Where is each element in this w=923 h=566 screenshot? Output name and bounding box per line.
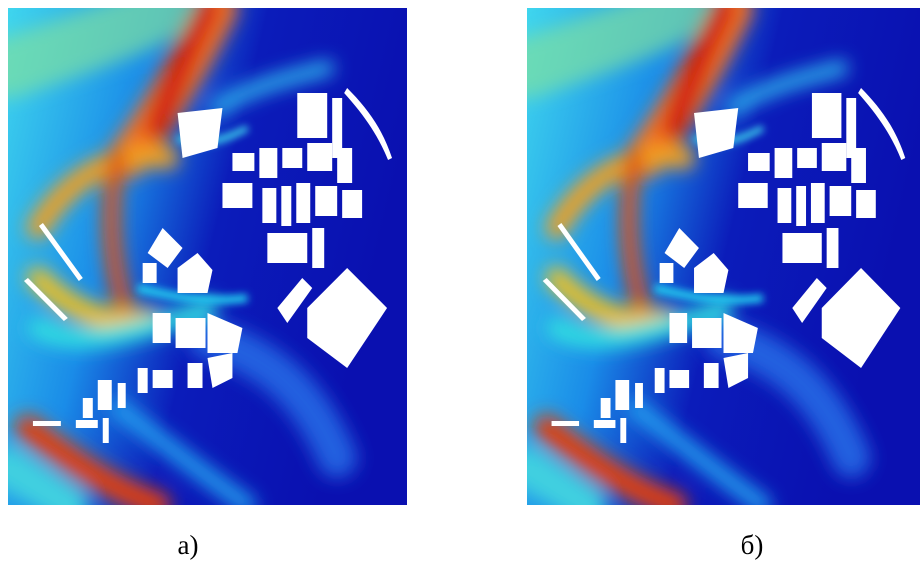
panel-b: б): [527, 8, 920, 560]
figure: а) б): [0, 0, 923, 566]
field-map: [8, 8, 407, 505]
panel-a: а): [8, 8, 407, 560]
panel-label: а): [178, 530, 199, 560]
panel-label: б): [741, 530, 764, 560]
field-map: [527, 8, 920, 505]
